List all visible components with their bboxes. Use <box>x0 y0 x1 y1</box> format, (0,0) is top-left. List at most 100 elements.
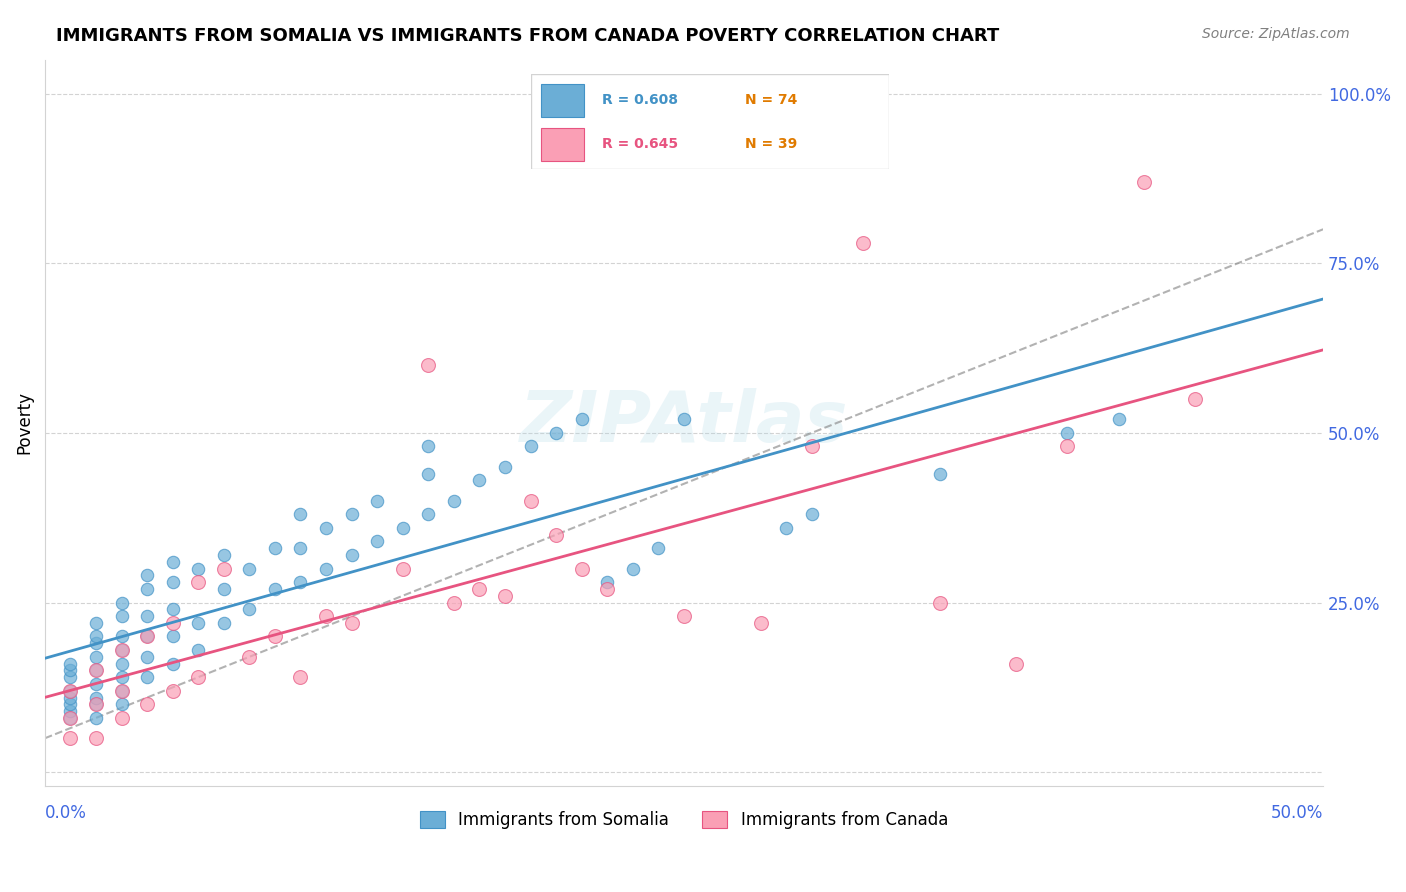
Point <box>315 521 337 535</box>
Point <box>315 609 337 624</box>
Text: IMMIGRANTS FROM SOMALIA VS IMMIGRANTS FROM CANADA POVERTY CORRELATION CHART: IMMIGRANTS FROM SOMALIA VS IMMIGRANTS FR… <box>56 27 1000 45</box>
Point <box>136 670 159 684</box>
Point <box>366 534 388 549</box>
Point <box>391 521 413 535</box>
Text: 0.0%: 0.0% <box>45 805 87 822</box>
Point <box>1005 657 1028 671</box>
Point <box>1108 412 1130 426</box>
Point <box>264 630 287 644</box>
Point <box>546 425 568 440</box>
Point <box>775 521 797 535</box>
Point <box>494 459 516 474</box>
Point <box>852 235 875 250</box>
Point <box>340 615 363 630</box>
Point <box>366 493 388 508</box>
Point <box>84 731 107 746</box>
Point <box>494 589 516 603</box>
Point <box>212 582 235 596</box>
Point <box>59 731 82 746</box>
Text: 50.0%: 50.0% <box>1271 805 1323 822</box>
Point <box>84 690 107 705</box>
Point <box>519 440 541 454</box>
Point <box>110 670 132 684</box>
Point <box>596 582 619 596</box>
Point <box>596 575 619 590</box>
Point <box>519 493 541 508</box>
Point <box>571 561 593 575</box>
Point <box>187 575 209 590</box>
Point <box>59 704 82 718</box>
Point <box>290 575 312 590</box>
Point <box>187 615 209 630</box>
Point <box>162 630 184 644</box>
Y-axis label: Poverty: Poverty <box>15 392 32 454</box>
Point <box>110 630 132 644</box>
Point <box>136 630 159 644</box>
Point <box>1184 392 1206 406</box>
Point <box>647 541 669 556</box>
Point <box>110 698 132 712</box>
Point <box>749 615 772 630</box>
Point <box>672 609 695 624</box>
Point <box>418 467 440 481</box>
Point <box>418 440 440 454</box>
Point <box>110 683 132 698</box>
Point <box>187 561 209 575</box>
Point <box>59 664 82 678</box>
Point <box>468 474 491 488</box>
Legend: Immigrants from Somalia, Immigrants from Canada: Immigrants from Somalia, Immigrants from… <box>413 804 955 836</box>
Point <box>1133 175 1156 189</box>
Point <box>84 664 107 678</box>
Point <box>290 508 312 522</box>
Point <box>418 358 440 372</box>
Point <box>800 440 823 454</box>
Point <box>84 698 107 712</box>
Point <box>59 690 82 705</box>
Point <box>136 609 159 624</box>
Point <box>443 595 465 609</box>
Point <box>162 657 184 671</box>
Point <box>59 683 82 698</box>
Point <box>110 595 132 609</box>
Point <box>110 711 132 725</box>
Point <box>546 527 568 541</box>
Point <box>212 548 235 562</box>
Point <box>187 670 209 684</box>
Point <box>136 649 159 664</box>
Point <box>238 561 260 575</box>
Point <box>290 670 312 684</box>
Point <box>162 575 184 590</box>
Point <box>340 508 363 522</box>
Point <box>84 649 107 664</box>
Point <box>264 582 287 596</box>
Point <box>212 561 235 575</box>
Point <box>621 561 644 575</box>
Point <box>212 615 235 630</box>
Point <box>1056 440 1078 454</box>
Point <box>84 698 107 712</box>
Point <box>162 602 184 616</box>
Point <box>84 677 107 691</box>
Point <box>672 412 695 426</box>
Point <box>315 561 337 575</box>
Point <box>800 508 823 522</box>
Point <box>59 711 82 725</box>
Point <box>59 657 82 671</box>
Point <box>1056 425 1078 440</box>
Point <box>84 630 107 644</box>
Point <box>290 541 312 556</box>
Point <box>136 698 159 712</box>
Text: Source: ZipAtlas.com: Source: ZipAtlas.com <box>1202 27 1350 41</box>
Point <box>391 561 413 575</box>
Point <box>238 602 260 616</box>
Point <box>84 636 107 650</box>
Point <box>59 683 82 698</box>
Point <box>162 555 184 569</box>
Point <box>136 582 159 596</box>
Point <box>84 664 107 678</box>
Point <box>110 643 132 657</box>
Point <box>59 698 82 712</box>
Point <box>110 609 132 624</box>
Point <box>468 582 491 596</box>
Point <box>264 541 287 556</box>
